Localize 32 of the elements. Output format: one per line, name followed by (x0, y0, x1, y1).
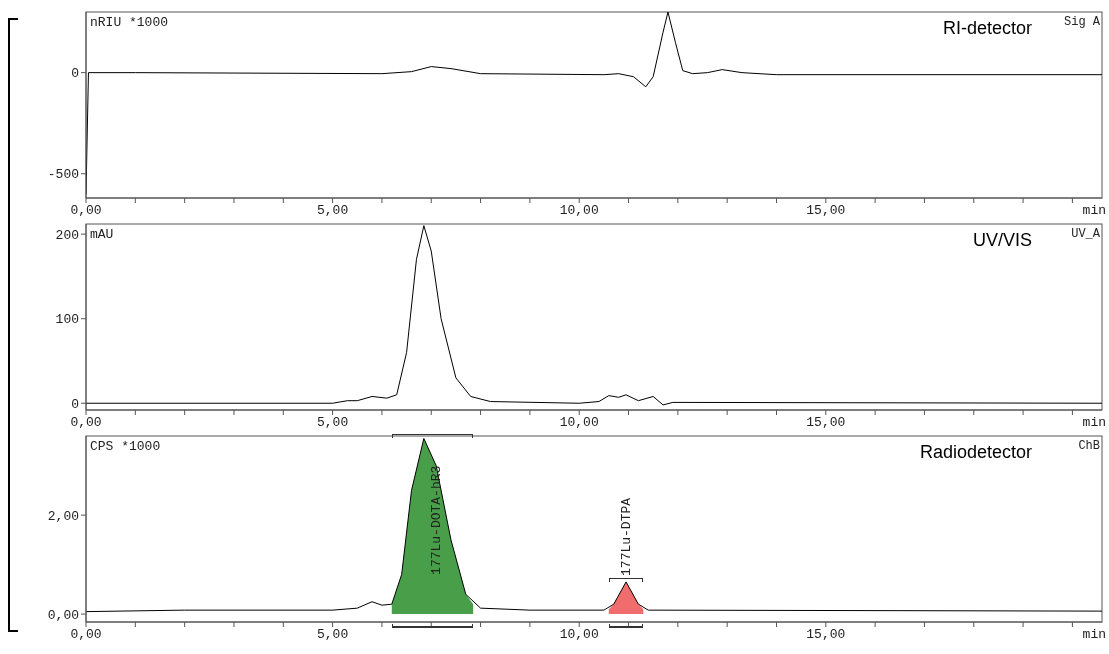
x-tick-label: 10,00 (559, 203, 599, 219)
x-tick-label: 15,00 (806, 415, 846, 431)
y-axis-title: CPS *1000 (90, 439, 161, 454)
y-tick-label: -500 (47, 167, 79, 183)
x-tick-label: 5,00 (316, 627, 349, 643)
y-tick-label: 100 (55, 312, 79, 328)
annotation: Sig A (1063, 15, 1100, 29)
y-tick-label: 0 (71, 66, 79, 82)
annotation: UV_A (1071, 227, 1100, 241)
line-series (86, 225, 1102, 406)
x-tick-label: 5,00 (316, 415, 349, 431)
x-tick-label: 10,00 (559, 627, 599, 643)
annotation: 177Lu-DTPA (619, 497, 635, 576)
x-tick-label: 10,00 (559, 415, 599, 431)
chart-title: Radiodetector (919, 442, 1032, 463)
x-tick-label: 15,00 (806, 627, 846, 643)
x-axis-title: min (1082, 627, 1106, 642)
annotation: ChB (1078, 439, 1100, 453)
y-tick-label: 2,00 (47, 508, 79, 524)
y-tick-label: 0,00 (47, 607, 79, 623)
y-axis-title: nRIU *1000 (90, 15, 169, 30)
chart-title: UV/VIS (972, 230, 1032, 251)
y-tick-label: 0 (71, 396, 79, 412)
y-tick-label: 200 (55, 227, 79, 243)
y-axis-title: mAU (90, 227, 114, 242)
chart-title: RI-detector (942, 18, 1032, 39)
x-tick-label: 15,00 (806, 203, 846, 219)
x-axis-title: min (1082, 203, 1106, 218)
line-series (86, 437, 1102, 613)
x-axis-title: min (1082, 415, 1106, 430)
annotation: 177Lu-DOTA-hR3 (429, 465, 445, 575)
x-tick-label: 5,00 (316, 203, 349, 219)
